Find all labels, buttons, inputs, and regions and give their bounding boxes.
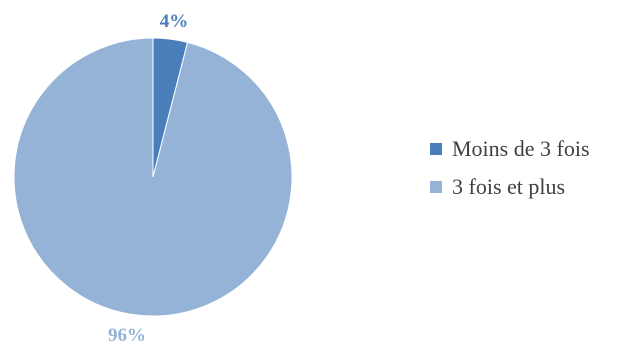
legend: Moins de 3 fois 3 fois et plus xyxy=(430,134,590,210)
legend-swatch xyxy=(430,181,442,193)
data-label-moins-de-3-fois: 4% xyxy=(160,11,189,32)
legend-swatch xyxy=(430,143,442,155)
legend-item-3-fois-et-plus: 3 fois et plus xyxy=(430,172,590,202)
data-label-3-fois-et-plus: 96% xyxy=(108,325,146,346)
legend-label: 3 fois et plus xyxy=(452,174,566,199)
legend-label: Moins de 3 fois xyxy=(452,136,590,161)
legend-item-moins-de-3-fois: Moins de 3 fois xyxy=(430,134,590,164)
pie-slices xyxy=(13,37,293,317)
data-labels: 4% 96% xyxy=(108,11,188,346)
pie-slice-3-fois-et-plus xyxy=(13,37,293,317)
